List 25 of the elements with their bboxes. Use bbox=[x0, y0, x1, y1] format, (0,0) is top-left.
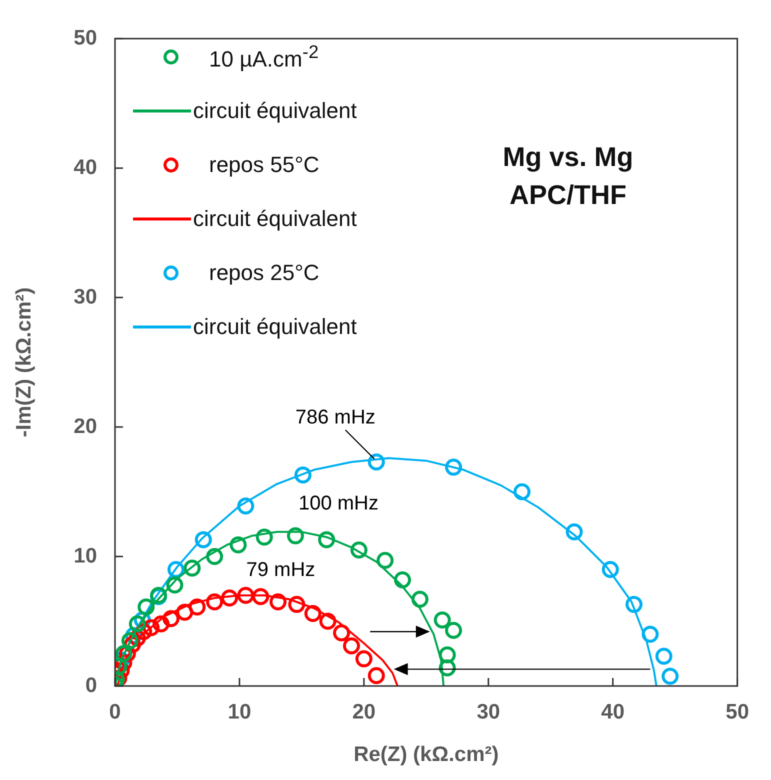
legend-label: circuit équivalent bbox=[193, 314, 357, 340]
y-tick-label: 10 bbox=[74, 544, 97, 568]
x-tick-label: 0 bbox=[109, 700, 121, 724]
annotation: Mg vs. Mg bbox=[502, 141, 634, 174]
x-tick-label: 40 bbox=[601, 700, 625, 724]
x-tick-label: 30 bbox=[476, 700, 500, 724]
y-tick-label: 20 bbox=[74, 414, 97, 438]
annotation: APC/THF bbox=[508, 179, 628, 212]
legend-label: 10 µA.cm$^{-2}$ bbox=[209, 41, 319, 73]
y-tick-label: 0 bbox=[85, 674, 97, 697]
legend-label: repos 55°C bbox=[209, 152, 320, 178]
legend-label: repos 25°C bbox=[209, 260, 320, 286]
x-tick-label: 10 bbox=[228, 700, 252, 724]
y-tick-label: 40 bbox=[74, 156, 97, 179]
x-tick-label: 50 bbox=[726, 700, 749, 724]
annotation: 786 mHz bbox=[295, 406, 376, 429]
y-axis-title: -Im(Z) (kΩ.cm²) bbox=[12, 287, 36, 438]
annotation: 79 mHz bbox=[246, 558, 316, 581]
annotation: 100 mHz bbox=[298, 492, 378, 514]
legend-label: circuit équivalent bbox=[193, 98, 357, 124]
y-tick-label: 50 bbox=[74, 26, 97, 50]
legend-label: circuit équivalent bbox=[193, 206, 357, 232]
x-tick-label: 20 bbox=[352, 700, 376, 724]
y-tick-label: 30 bbox=[74, 285, 97, 308]
x-axis-title: Re(Z) (kΩ.cm²) bbox=[354, 743, 499, 766]
